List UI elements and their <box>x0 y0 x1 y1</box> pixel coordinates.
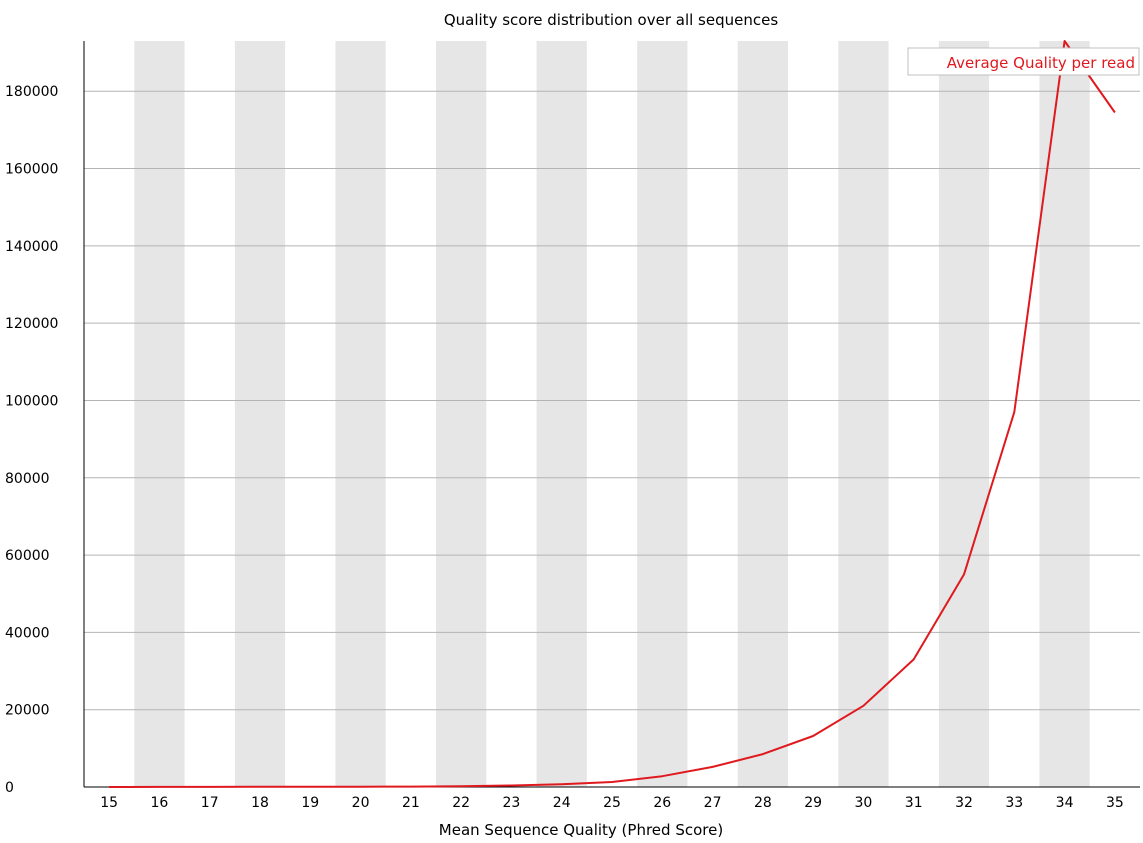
horizontal-gridlines <box>84 90 1140 711</box>
series-line-average-quality <box>109 40 1116 788</box>
y-tick-label: 120000 <box>5 316 58 332</box>
y-tick-label: 60000 <box>5 548 50 564</box>
x-tick-label: 28 <box>754 795 772 811</box>
x-tick-label: 30 <box>855 795 873 811</box>
column-band <box>637 41 688 787</box>
x-tick-label: 32 <box>955 795 973 811</box>
column-band <box>1039 41 1090 787</box>
x-tick-label: 25 <box>603 795 621 811</box>
x-tick-label: 21 <box>402 795 420 811</box>
column-shading <box>134 41 1090 787</box>
legend-box <box>907 47 1140 76</box>
y-tick-label: 0 <box>5 780 14 796</box>
x-tick-label: 33 <box>1005 795 1023 811</box>
legend: Average Quality per read <box>907 47 1140 76</box>
x-tick-label: 24 <box>553 795 571 811</box>
x-tick-label: 27 <box>704 795 722 811</box>
column-band <box>737 41 788 787</box>
column-band <box>134 41 185 787</box>
x-tick-label: 29 <box>804 795 822 811</box>
column-band <box>234 41 286 787</box>
x-tick-label: 26 <box>653 795 671 811</box>
y-tick-label: 160000 <box>5 162 58 178</box>
x-tick-label: 22 <box>452 795 470 811</box>
y-tick-label: 100000 <box>5 393 58 409</box>
x-tick-label: 17 <box>201 795 219 811</box>
x-axis-tick-labels: 15 16 17 18 19 20 21 22 23 24 25 26 27 28 29 30 31 32 33 34… <box>100 795 1124 811</box>
y-tick-label: 140000 <box>5 239 58 255</box>
series-lines <box>109 40 1116 788</box>
column-band <box>436 41 487 787</box>
column-band <box>335 41 386 787</box>
y-axis-tick-labels: 0 20000 40000 60000 80000 100000 120000 140000 1… <box>5 84 58 796</box>
x-axis-label: Mean Sequence Quality (Phred Score) <box>439 821 723 839</box>
y-tick-label: 180000 <box>5 84 58 100</box>
column-band <box>838 41 889 787</box>
x-tick-label: 35 <box>1106 795 1124 811</box>
x-tick-label: 16 <box>151 795 169 811</box>
column-band <box>536 41 587 787</box>
x-tick-label: 31 <box>905 795 923 811</box>
x-tick-label: 23 <box>503 795 521 811</box>
x-tick-label: 18 <box>251 795 269 811</box>
y-tick-label: 20000 <box>5 703 50 719</box>
y-tick-label: 40000 <box>5 625 50 641</box>
y-tick-label: 80000 <box>5 471 50 487</box>
legend-label-average-quality: Average Quality per read <box>947 54 1135 72</box>
column-band <box>938 41 990 787</box>
x-tick-label: 20 <box>352 795 370 811</box>
x-tick-label: 15 <box>100 795 118 811</box>
x-tick-label: 34 <box>1056 795 1074 811</box>
x-tick-label: 19 <box>301 795 319 811</box>
chart-title: Quality score distribution over all sequ… <box>444 11 778 29</box>
